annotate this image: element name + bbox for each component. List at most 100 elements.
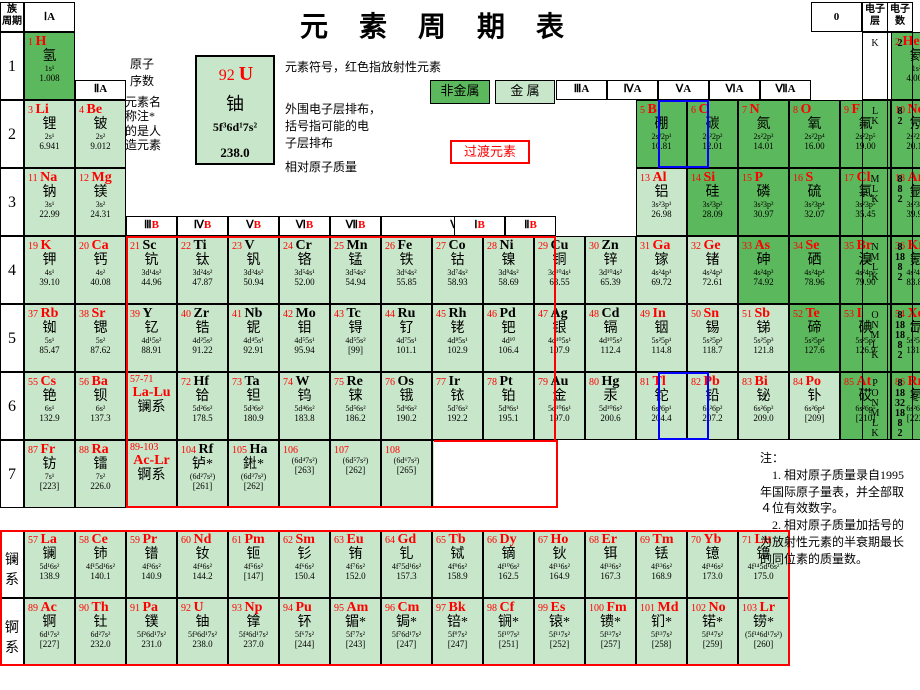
- la-cell: 57-71La-Lu镧系: [126, 372, 177, 440]
- elem-100: 100 Fm 镄*5f¹²7s²[257]: [585, 598, 636, 666]
- elem-102: 102 No 锘*5f¹⁴7s²[259]: [687, 598, 738, 666]
- elem-82: 82 Pb 铅6s²6p²207.2: [687, 372, 738, 440]
- elem-22: 22 Ti 钛3d²4s²47.87: [177, 236, 228, 304]
- elem-41: 41 Nb 铌4d⁴5s¹92.91: [228, 304, 279, 372]
- elem-64: 64 Gd 钆4f⁷5d¹6s²157.3: [381, 530, 432, 598]
- elem-29: 29 Cu 铜3d¹⁰4s¹63.55: [534, 236, 585, 304]
- elem-12: 12 Mg 镁3s²24.31: [75, 168, 126, 236]
- elem-14: 14 Si 硅3s²3p²28.09: [687, 168, 738, 236]
- elem-5: 5 B 硼2s²2p¹10.81: [636, 100, 687, 168]
- elem-109: 109 (6d⁷7s²)[266]: [432, 440, 483, 508]
- group-5b: ⅤB: [228, 216, 279, 236]
- group-4a: ⅣA: [607, 80, 658, 100]
- legend-trans: 过渡元素: [450, 140, 530, 164]
- legend-u-box: 92 U 铀 5f³6d¹7s² 238.0: [195, 55, 275, 165]
- period-6: 6: [0, 372, 24, 440]
- elem-92: 92 U 铀5f³6d¹7s²238.0: [177, 598, 228, 666]
- elem-45: 45 Rh 铑4d⁸5s¹102.9: [432, 304, 483, 372]
- elem-75: 75 Re 铼5d⁵6s²186.2: [330, 372, 381, 440]
- elem-25: 25 Mn 锰3d⁵4s²54.94: [330, 236, 381, 304]
- legend-metal: 金 属: [495, 80, 555, 104]
- group-7a: ⅦA: [760, 80, 811, 100]
- elem-15: 15 P 磷3s²3p³30.97: [738, 168, 789, 236]
- elem-26: 26 Fe 铁3d⁶4s²55.85: [381, 236, 432, 304]
- elem-47: 47 Ag 银4d¹⁰5s¹107.9: [534, 304, 585, 372]
- shell-l-3: N M L K: [862, 236, 888, 304]
- elem-74: 74 W 钨5d⁴6s²183.8: [279, 372, 330, 440]
- elem-31: 31 Ga 镓4s²4p¹69.72: [636, 236, 687, 304]
- elem-13: 13 Al 铝3s²3p¹26.98: [636, 168, 687, 236]
- lbl-name: 元素名称注*的是人造元素: [125, 95, 161, 153]
- shell-h1: 电子层: [862, 2, 888, 32]
- group-4b: ⅣB: [177, 216, 228, 236]
- elem-81: 81 Tl 铊6s²6p¹204.4: [636, 372, 687, 440]
- elem-6: 6 C 碳2s²2p²12.01: [687, 100, 738, 168]
- elem-44: 44 Ru 钌4d⁷5s¹101.1: [381, 304, 432, 372]
- elem-37: 37 Rb 铷5s¹85.47: [24, 304, 75, 372]
- group-1a: ⅠA: [24, 2, 75, 32]
- elem-70: 70 Yb 镱4f¹⁴6s²173.0: [687, 530, 738, 598]
- elem-94: 94 Pu 钚5f⁶7s²[244]: [279, 598, 330, 666]
- elem-3: 3 Li 锂2s¹6.941: [24, 100, 75, 168]
- ac-cell: 89-103Ac-Lr锕系: [126, 440, 177, 508]
- elem-105: 105 Ha 𨧀*(6d³7s²)[262]: [228, 440, 279, 508]
- shell-h2: 电子数: [887, 2, 913, 32]
- shell-l-1: L K: [862, 100, 888, 168]
- elem-91: 91 Pa 镤5f²6d¹7s²231.0: [126, 598, 177, 666]
- elem-83: 83 Bi 铋6s²6p³209.0: [738, 372, 789, 440]
- elem-68: 68 Er 铒4f¹²6s²167.3: [585, 530, 636, 598]
- elem-99: 99 Es 锿*5f¹¹7s²[252]: [534, 598, 585, 666]
- elem-42: 42 Mo 钼4d⁵5s¹95.94: [279, 304, 330, 372]
- group-3b: ⅢB: [126, 216, 177, 236]
- elem-21: 21 Sc 钪3d¹4s²44.96: [126, 236, 177, 304]
- elem-79: 79 Au 金5d¹⁰6s¹197.0: [534, 372, 585, 440]
- elem-20: 20 Ca 钙4s²40.08: [75, 236, 126, 304]
- shell-n-4: 8 18 18 8 2: [887, 304, 913, 372]
- shell-n-3: 8 18 8 2: [887, 236, 913, 304]
- lbl-sym: 元素符号，红色指放射性元素: [285, 58, 441, 75]
- elem-55: 55 Cs 铯6s¹132.9: [24, 372, 75, 440]
- lbl-cfg: 外围电子层排布，括号指可能的电子层排布: [285, 100, 381, 151]
- elem-30: 30 Zn 锌3d¹⁰4s²65.39: [585, 236, 636, 304]
- shell-n-0: 2: [887, 32, 913, 100]
- elem-4: 4 Be 铍2s²9.012: [75, 100, 126, 168]
- elem-1: 1 H 氢1s¹1.008: [24, 32, 75, 100]
- elem-63: 63 Eu 铕4f⁷6s²152.0: [330, 530, 381, 598]
- elem-56: 56 Ba 钡6s²137.3: [75, 372, 126, 440]
- elem-89: 89 Ac 锕6d¹7s²[227]: [24, 598, 75, 666]
- shell-n-5: 8 18 32 18 8 2: [887, 372, 913, 440]
- elem-19: 19 K 钾4s¹39.10: [24, 236, 75, 304]
- ac-row-hdr: 锕系: [0, 598, 24, 666]
- shell-l-0: K: [862, 32, 888, 100]
- elem-27: 27 Co 钴3d⁷4s²58.93: [432, 236, 483, 304]
- elem-58: 58 Ce 铈4f¹5d¹6s²140.1: [75, 530, 126, 598]
- la-row-hdr: 镧系: [0, 530, 24, 598]
- elem-66: 66 Dy 镝4f¹⁰6s²162.5: [483, 530, 534, 598]
- elem-38: 38 Sr 锶5s²87.62: [75, 304, 126, 372]
- elem-98: 98 Cf 锎*5f¹⁰7s²[251]: [483, 598, 534, 666]
- elem-65: 65 Tb 铽4f⁹6s²158.9: [432, 530, 483, 598]
- elem-96: 96 Cm 锔*5f⁷6d¹7s²[247]: [381, 598, 432, 666]
- elem-61: 61 Pm 钷4f⁵6s²[147]: [228, 530, 279, 598]
- elem-76: 76 Os 锇5d⁶6s²190.2: [381, 372, 432, 440]
- elem-28: 28 Ni 镍3d⁸4s²58.69: [483, 236, 534, 304]
- elem-57: 57 La 镧5d¹6s²138.9: [24, 530, 75, 598]
- group-0: 0: [811, 2, 862, 32]
- title: 元 素 周 期 表: [300, 5, 576, 45]
- elem-78: 78 Pt 铂5d⁹6s¹195.1: [483, 372, 534, 440]
- group-1b: ⅠB: [454, 216, 505, 236]
- elem-46: 46 Pd 钯4d¹⁰106.4: [483, 304, 534, 372]
- period-3: 3: [0, 168, 24, 236]
- elem-97: 97 Bk 锫*5f⁹7s²[247]: [432, 598, 483, 666]
- lbl-atomic-num: 原子序数: [130, 55, 154, 89]
- elem-103: 103 Lr 铹*(5f¹⁴6d¹7s²)[260]: [738, 598, 789, 666]
- elem-7: 7 N 氮2s²2p³14.01: [738, 100, 789, 168]
- elem-107: 107 (6d⁵7s²)[262]: [330, 440, 381, 508]
- elem-67: 67 Ho 钬4f¹¹6s²164.9: [534, 530, 585, 598]
- shell-l-2: M L K: [862, 168, 888, 236]
- periodic-table: 元 素 周 期 表 族周期 ⅠA 1234567 0 电子层 电子数 ⅡA ⅢA…: [0, 0, 920, 690]
- elem-88: 88 Ra 镭7s²226.0: [75, 440, 126, 508]
- elem-11: 11 Na 钠3s¹22.99: [24, 168, 75, 236]
- elem-32: 32 Ge 锗4s²4p²72.61: [687, 236, 738, 304]
- elem-34: 34 Se 硒4s²4p⁴78.96: [789, 236, 840, 304]
